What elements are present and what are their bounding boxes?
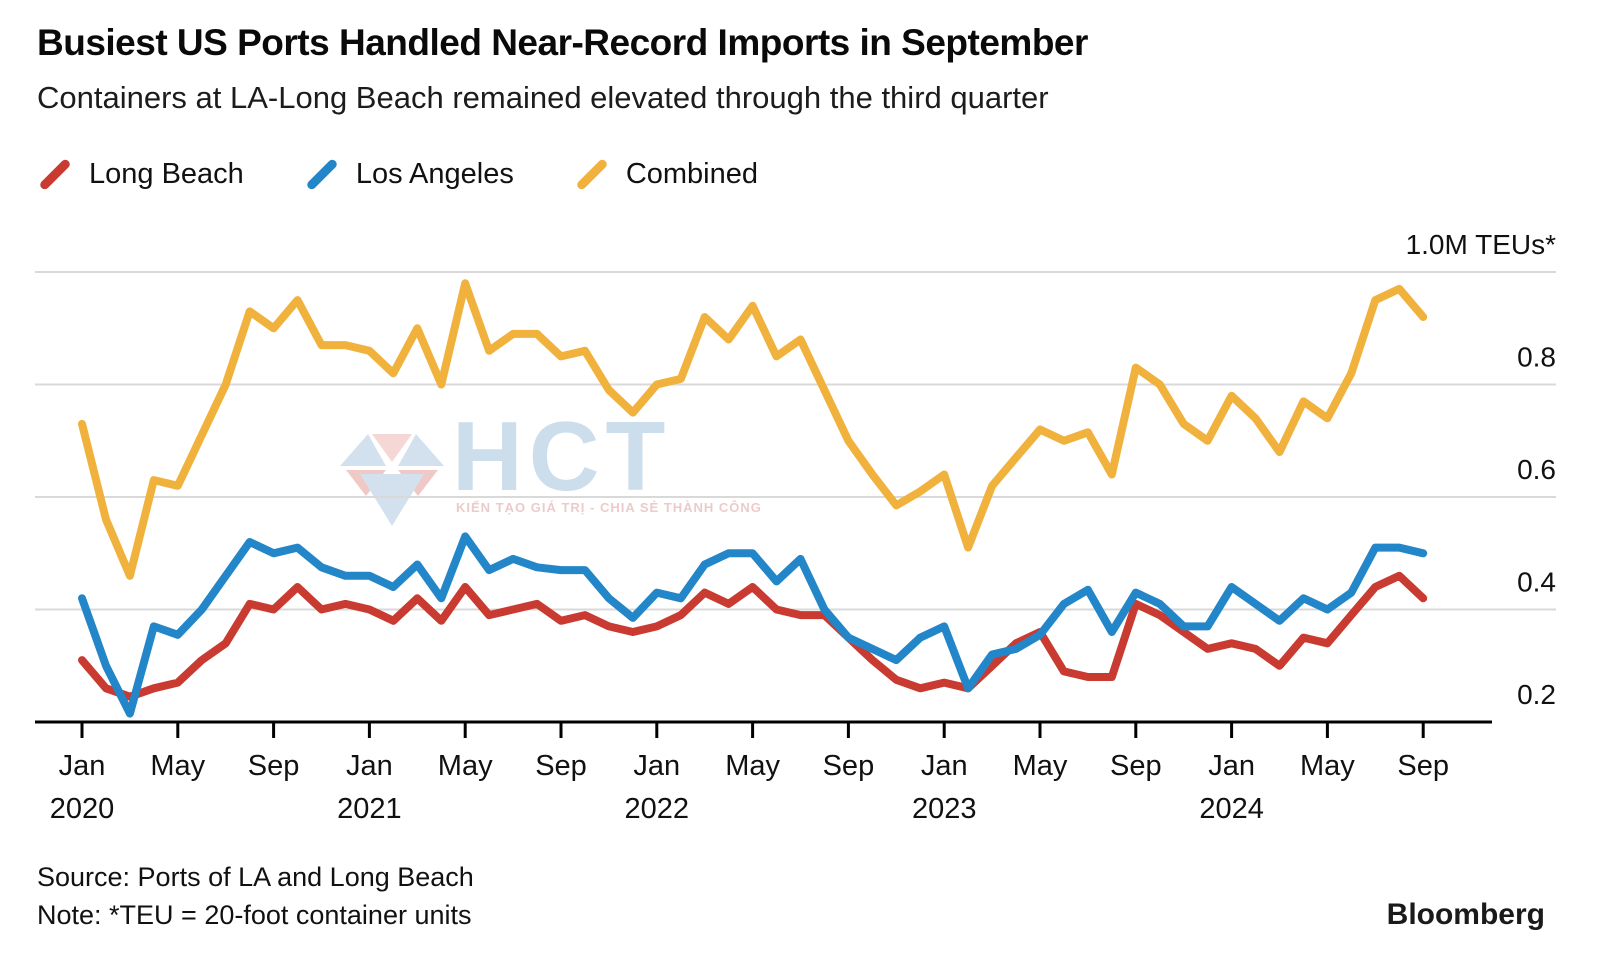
legend: Long Beach Los Angeles Combined [37,156,758,192]
legend-item-long-beach: Long Beach [37,156,244,192]
x-axis-month-label: Jan [1208,750,1255,782]
legend-label: Los Angeles [355,157,514,190]
source-note: Source: Ports of LA and Long Beach Note:… [37,858,474,934]
page-title: Busiest US Ports Handled Near-Record Imp… [37,22,1088,63]
x-axis-year-label: 2021 [337,793,402,825]
x-axis-month-label: Sep [823,750,875,782]
y-axis-label: 0.4 [1517,567,1556,598]
series-combined [78,279,1428,580]
y-axis-label: 0.6 [1517,454,1556,485]
x-axis-year-label: 2024 [1199,793,1264,825]
legend-label: Combined [625,157,759,190]
legend-item-los-angeles: Los Angeles [304,156,514,192]
chart-subtitle: Containers at LA-Long Beach remained ele… [37,80,1049,115]
note-line: Note: *TEU = 20-foot container units [37,900,472,930]
x-axis-month-label: May [150,750,205,782]
x-axis-month-label: May [725,750,780,782]
series-long-beach [78,571,1428,701]
x-axis-month-label: Jan [59,750,106,782]
source-line: Source: Ports of LA and Long Beach [37,862,474,892]
y-axis-label: 1.0M TEUs* [1406,229,1557,260]
x-axis-month-label: Sep [1397,750,1449,782]
x-axis-month-label: Sep [248,750,300,782]
x-axis-month-label: May [1013,750,1068,782]
x-axis-month-label: Jan [921,750,968,782]
x-axis-year-label: 2022 [625,793,690,825]
y-axis-label: 0.8 [1517,342,1556,373]
x-axis-month-label: Sep [535,750,587,782]
x-axis-month-label: Sep [1110,750,1162,782]
series-los-angeles [78,532,1428,718]
x-axis-month-label: May [1300,750,1355,782]
legend-item-combined: Combined [574,156,758,192]
x-axis-month-label: Jan [633,750,680,782]
x-axis-month-label: Jan [346,750,393,782]
y-axis-label: 0.2 [1517,679,1556,710]
x-axis-month-label: May [438,750,493,782]
bloomberg-logo: Bloomberg [1386,898,1545,931]
x-axis-year-label: 2020 [50,793,115,825]
legend-label: Long Beach [89,157,244,190]
x-axis-year-label: 2023 [912,793,977,825]
